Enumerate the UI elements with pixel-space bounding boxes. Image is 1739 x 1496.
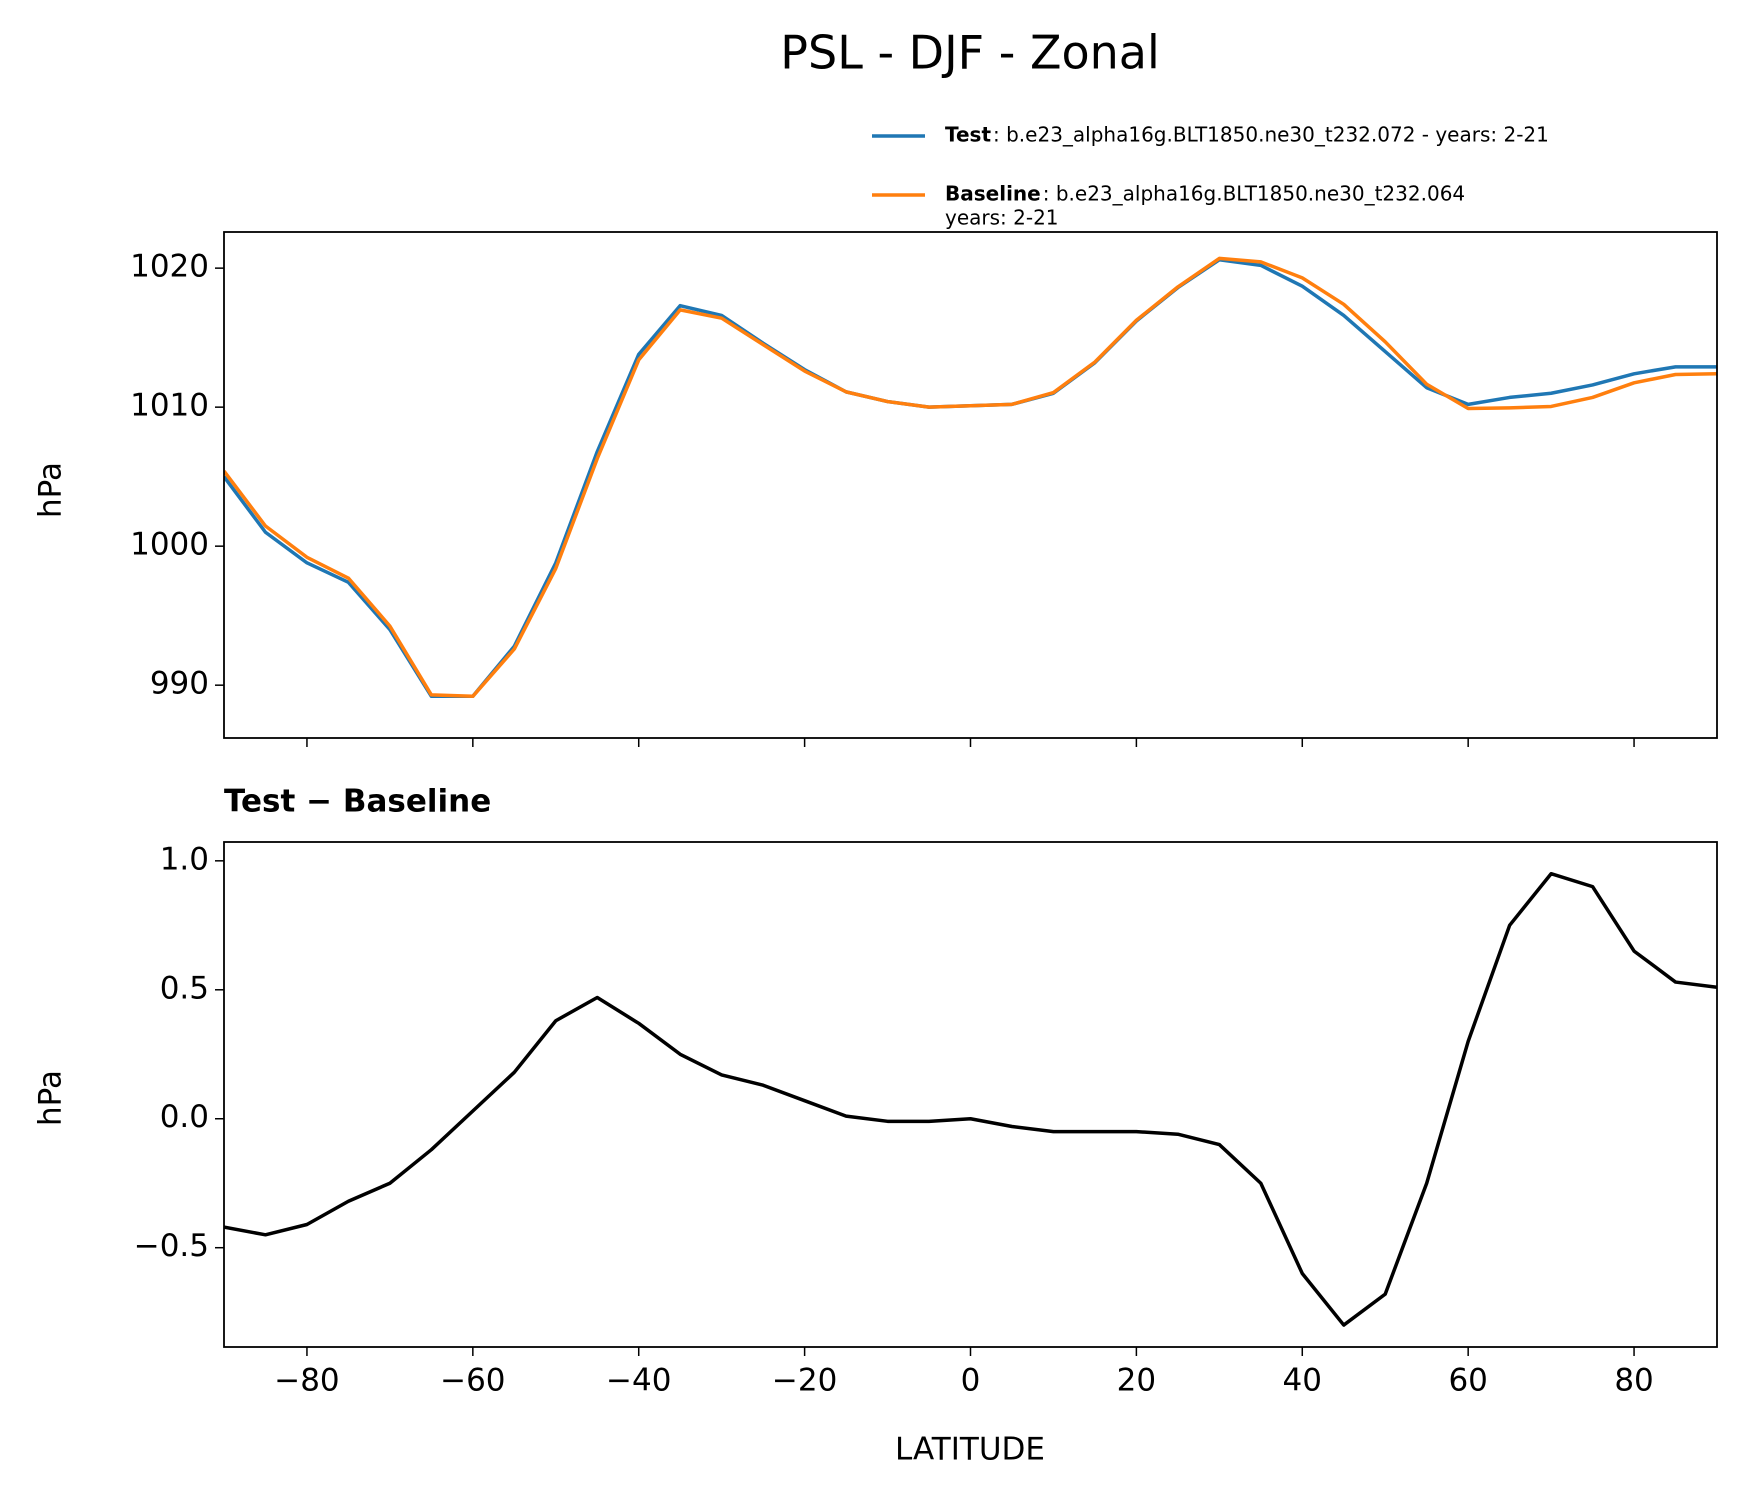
legend-description: : b.e23_alpha16g.BLT1850.ne30_t232.064 [1043,182,1465,206]
chart-title: PSL - DJF - Zonal [780,26,1159,80]
x-tick-label: 60 [1448,1363,1487,1399]
data-line [224,871,1717,1327]
x-tick-label: 80 [1614,1363,1653,1399]
x-axis-label: LATITUDE [895,1432,1045,1468]
legend-name: Baseline [945,182,1041,206]
data-line [224,258,1717,699]
x-tick-label: 0 [961,1363,981,1399]
x-tick-label: −80 [274,1363,339,1399]
legend-description: : b.e23_alpha16g.BLT1850.ne30_t232.072 -… [993,123,1549,147]
y-tick-label: 1000 [130,527,209,563]
y-tick-label: 0.0 [160,1099,209,1135]
x-tick-label: −40 [606,1363,671,1399]
y-tick-label: 990 [150,666,209,702]
axes-frame [223,231,1718,739]
x-tick-label: 40 [1283,1363,1322,1399]
y-tick-label: 1.0 [160,841,209,877]
legend-description: years: 2-21 [945,206,1059,230]
y-tick-label: 1020 [130,249,209,285]
axes-frame [223,841,1718,1348]
y-axis-label: hPa [33,1070,69,1126]
y-tick-label: −0.5 [134,1228,209,1264]
y-tick-label: 1010 [130,388,209,424]
y-axis-label: hPa [33,462,69,518]
subplot-title: Test − Baseline [224,784,491,820]
x-tick-label: 20 [1117,1363,1156,1399]
legend-name: Test [945,123,991,147]
x-tick-label: −60 [440,1363,505,1399]
y-tick-label: 0.5 [160,970,209,1006]
data-line [224,256,1717,699]
x-tick-label: −20 [772,1363,837,1399]
